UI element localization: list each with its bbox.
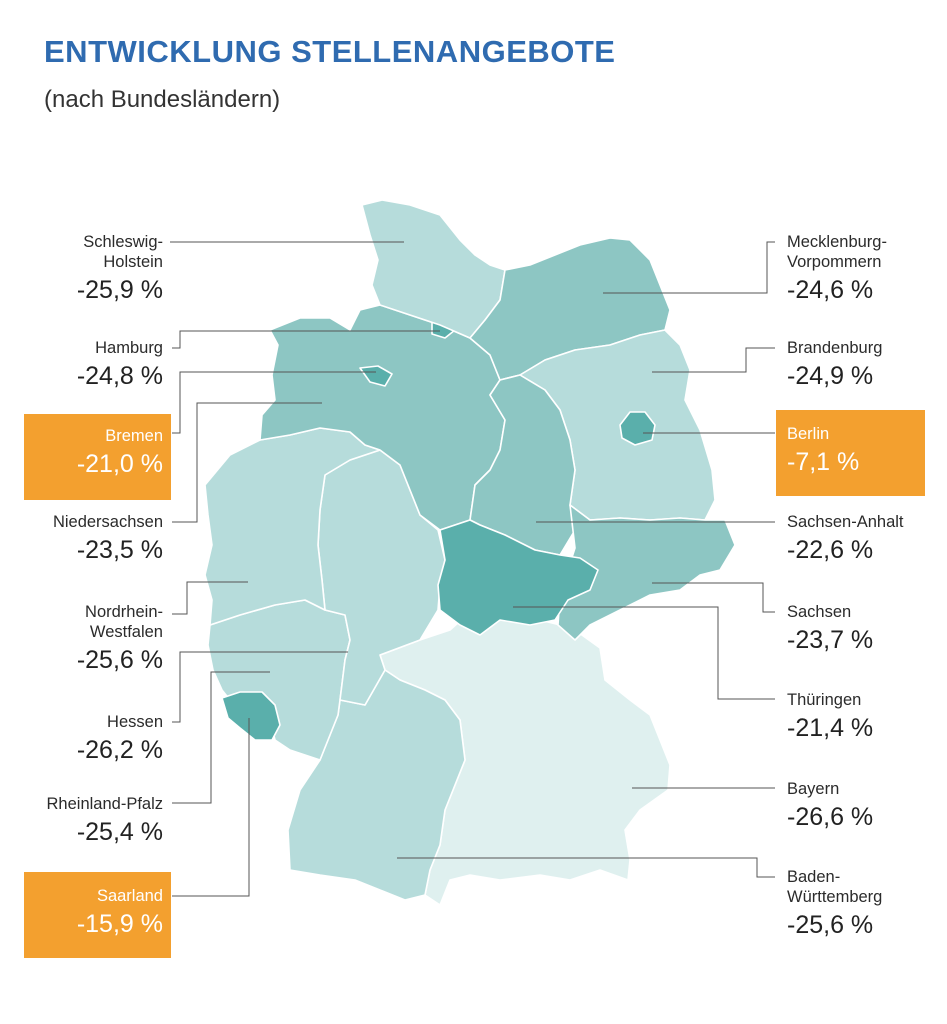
label-hamburg: Hamburg -24,8 % (0, 338, 163, 392)
state-bremen[interactable] (359, 365, 393, 387)
state-value: -26,2 % (76, 736, 163, 764)
state-name: Rheinland-Pfalz (46, 795, 163, 813)
state-name: Sachsen-Anhalt (787, 513, 904, 531)
leader-rheinland-pfalz (172, 671, 270, 804)
leader-saarland (172, 718, 250, 897)
label-niedersachsen: Niedersachsen -23,5 % (0, 512, 163, 566)
state-name: Saarland (96, 887, 163, 905)
state-value: -23,5 % (76, 536, 163, 564)
state-value: -23,7 % (787, 626, 874, 654)
state-name: Nordrhein- Westfalen (85, 603, 163, 641)
label-hessen: Hessen -26,2 % (0, 712, 163, 766)
state-value: -21,0 % (76, 450, 163, 478)
leader-sachsen (652, 582, 775, 613)
state-name: Baden- Württemberg (787, 868, 883, 906)
label-nordrhein-westfalen: Nordrhein- Westfalen -25,6 % (0, 602, 163, 676)
state-value: -26,6 % (787, 803, 874, 831)
label-brandenburg: Brandenburg -24,9 % (787, 338, 937, 392)
state-saarland[interactable] (221, 691, 281, 741)
state-name: Thüringen (787, 691, 862, 709)
highlight-box-berlin: Berlin -7,1 % (776, 410, 925, 496)
state-name: Hessen (107, 713, 163, 731)
label-sachsen: Sachsen -23,7 % (787, 602, 937, 656)
state-value: -24,6 % (787, 276, 874, 304)
label-mecklenburg-vorpommern: Mecklenburg- Vorpommern -24,6 % (787, 232, 937, 306)
state-name: Niedersachsen (52, 513, 163, 531)
state-name: Mecklenburg- Vorpommern (787, 233, 887, 271)
state-value: -25,6 % (787, 911, 874, 939)
state-name: Berlin (787, 425, 830, 443)
state-value: -22,6 % (787, 536, 874, 564)
label-schleswig-holstein: Schleswig- Holstein -25,9 % (0, 232, 163, 306)
state-value: -21,4 % (787, 714, 874, 742)
label-rheinland-pfalz: Rheinland-Pfalz -25,4 % (0, 794, 163, 848)
leader-thueringen (513, 606, 775, 700)
state-value: -25,4 % (76, 818, 163, 846)
leader-nordrhein-westfalen (172, 581, 248, 615)
label-baden-wuerttemberg: Baden- Württemberg -25,6 % (787, 867, 937, 941)
state-berlin[interactable] (619, 411, 656, 446)
state-rheinland-pfalz[interactable] (207, 599, 351, 761)
state-name: Bayern (787, 780, 840, 798)
state-name: Sachsen (787, 603, 852, 621)
state-value: -15,9 % (76, 910, 163, 938)
label-bayern: Bayern -26,6 % (787, 779, 937, 833)
leader-hamburg (172, 330, 440, 349)
state-name: Brandenburg (787, 339, 883, 357)
highlight-box-bremen: Bremen -21,0 % (24, 414, 171, 500)
state-name: Bremen (105, 427, 163, 445)
highlight-box-saarland: Saarland -15,9 % (24, 872, 171, 958)
state-thueringen[interactable] (437, 519, 599, 636)
label-thueringen: Thüringen -21,4 % (787, 690, 937, 744)
state-baden-wuerttemberg[interactable] (287, 669, 466, 901)
state-value: -7,1 % (787, 448, 860, 476)
state-value: -25,6 % (76, 646, 163, 674)
page-title: ENTWICKLUNG STELLENANGEBOTE (44, 34, 616, 69)
state-value: -24,8 % (76, 362, 163, 390)
leader-brandenburg (652, 347, 775, 373)
state-value: -25,9 % (76, 276, 163, 304)
leader-bremen (172, 371, 376, 434)
page-subtitle: (nach Bundesländern) (44, 86, 281, 113)
state-name: Schleswig- Holstein (83, 233, 163, 271)
state-value: -24,9 % (787, 362, 874, 390)
leader-baden-wuerttemberg (397, 857, 775, 878)
state-name: Hamburg (95, 339, 163, 357)
leader-mecklenburg-vorpommern (603, 241, 775, 294)
leader-hessen (172, 651, 348, 723)
label-sachsen-anhalt: Sachsen-Anhalt -22,6 % (787, 512, 942, 566)
leader-niedersachsen (172, 402, 322, 523)
